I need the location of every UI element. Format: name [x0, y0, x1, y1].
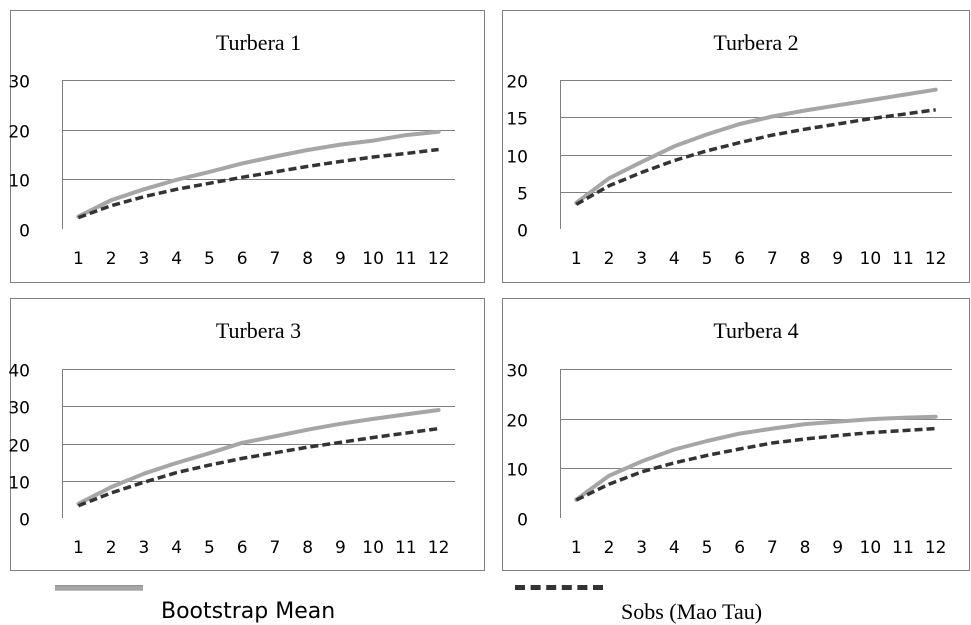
y-tick-label: 40 [8, 362, 30, 382]
series-line-bootstrap-mean [76, 129, 441, 219]
x-tick-label: 12 [925, 249, 947, 269]
x-tick-label: 4 [171, 249, 182, 269]
chart-title: Turbera 3 [216, 318, 301, 343]
y-tick-label: 10 [506, 461, 528, 481]
y-tick-label: 20 [8, 437, 30, 457]
x-tick-label: 3 [636, 249, 647, 269]
y-tick-label: 20 [506, 73, 528, 93]
chart-frame [10, 10, 485, 283]
x-tick-label: 9 [832, 538, 843, 558]
x-tick-label: 3 [138, 249, 149, 269]
y-tick-label: 0 [517, 222, 528, 242]
x-tick-label: 5 [204, 249, 215, 269]
x-tick-label: 10 [860, 249, 882, 269]
x-tick-label: 11 [395, 249, 417, 269]
x-tick-label: 4 [669, 249, 680, 269]
x-tick-label: 6 [237, 249, 248, 269]
x-tick-label: 7 [269, 249, 280, 269]
chart-title: Turbera 4 [713, 318, 798, 343]
y-tick-label: 10 [8, 474, 30, 494]
series-line-bootstrap-mean [76, 408, 441, 506]
x-tick-label: 12 [428, 249, 450, 269]
x-tick-label: 9 [335, 249, 346, 269]
series-line-bootstrap-mean [574, 87, 938, 205]
x-tick-label: 2 [604, 538, 615, 558]
x-tick-label: 5 [702, 538, 713, 558]
chart-title: Turbera 2 [713, 30, 798, 55]
x-tick-label: 1 [73, 249, 84, 269]
x-tick-label: 11 [892, 538, 914, 558]
x-tick-label: 7 [767, 538, 778, 558]
x-tick-label: 8 [800, 249, 811, 269]
y-tick-label: 0 [19, 511, 30, 531]
y-tick-label: 15 [506, 110, 528, 130]
x-tick-label: 12 [428, 538, 450, 558]
y-tick-label: 20 [8, 123, 30, 143]
y-tick-label: 0 [19, 222, 30, 242]
series-line-sobs-mao-tau [575, 426, 936, 502]
x-tick-label: 1 [571, 249, 582, 269]
x-tick-label: 6 [734, 538, 745, 558]
x-tick-label: 1 [73, 538, 84, 558]
x-tick-label: 4 [669, 538, 680, 558]
x-tick-label: 6 [237, 538, 248, 558]
y-tick-label: 30 [8, 73, 30, 93]
x-tick-label: 2 [604, 249, 615, 269]
x-tick-label: 9 [335, 538, 346, 558]
x-tick-label: 10 [362, 538, 384, 558]
x-tick-label: 5 [204, 538, 215, 558]
y-tick-label: 30 [8, 399, 30, 419]
x-tick-label: 7 [269, 538, 280, 558]
x-tick-label: 3 [138, 538, 149, 558]
x-tick-label: 3 [636, 538, 647, 558]
x-tick-label: 2 [106, 538, 117, 558]
x-tick-label: 12 [925, 538, 947, 558]
x-tick-label: 8 [302, 249, 313, 269]
x-tick-label: 8 [800, 538, 811, 558]
x-tick-label: 2 [106, 249, 117, 269]
chart-title: Turbera 1 [216, 30, 301, 55]
y-tick-label: 20 [506, 412, 528, 432]
x-tick-label: 10 [362, 249, 384, 269]
x-tick-label: 11 [395, 538, 417, 558]
x-tick-label: 5 [702, 249, 713, 269]
chart-frame [10, 298, 485, 571]
y-tick-label: 10 [8, 172, 30, 192]
y-tick-label: 5 [517, 185, 528, 205]
x-tick-label: 9 [832, 249, 843, 269]
x-tick-label: 1 [571, 538, 582, 558]
series-line-sobs-mao-tau [575, 108, 936, 206]
legend-label-bootstrap-mean: Bootstrap Mean [161, 599, 336, 624]
chart-frame [502, 10, 970, 283]
y-tick-label: 0 [517, 511, 528, 531]
x-tick-label: 11 [892, 249, 914, 269]
x-tick-label: 7 [767, 249, 778, 269]
x-tick-label: 8 [302, 538, 313, 558]
legend-label-sobs-mao-tau: Sobs (Mao Tau) [621, 599, 763, 624]
y-tick-label: 30 [506, 362, 528, 382]
series-line-bootstrap-mean [574, 414, 938, 502]
y-tick-label: 10 [506, 148, 528, 168]
x-tick-label: 10 [860, 538, 882, 558]
legend-swatch-bootstrap-mean [55, 585, 143, 591]
series-line-sobs-mao-tau [77, 426, 439, 508]
x-tick-label: 6 [734, 249, 745, 269]
legend-swatch-sobs-mao-tau [515, 585, 603, 591]
x-tick-label: 4 [171, 538, 182, 558]
series-line-sobs-mao-tau [77, 147, 439, 220]
